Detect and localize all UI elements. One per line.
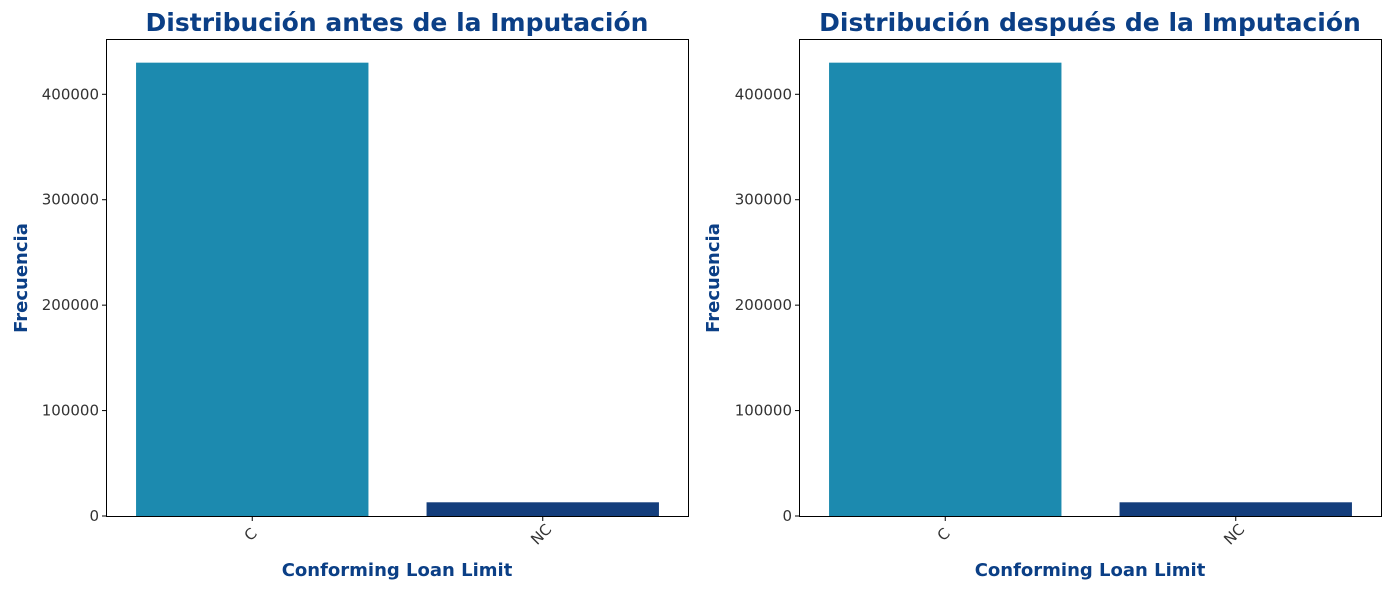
y-tick-label: 400000 xyxy=(735,85,792,103)
y-tick-label: 300000 xyxy=(42,191,99,209)
y-tick-label: 0 xyxy=(782,507,792,525)
x-axis-ticks: C NC xyxy=(934,516,1248,549)
bar-nc xyxy=(426,502,659,516)
bar-group xyxy=(829,62,1352,517)
bar-nc xyxy=(1119,502,1352,516)
chart-title: Distribución antes de la Imputación xyxy=(146,8,649,37)
x-tick-label: C xyxy=(934,524,954,544)
plot-frame xyxy=(799,39,1382,517)
x-tick-label: NC xyxy=(1220,520,1248,548)
chart-after-imputation: Distribución después de la Imputación 0 1… xyxy=(703,8,1382,581)
x-tick-label: NC xyxy=(527,520,555,548)
bar-c xyxy=(136,62,369,517)
chart-before-imputation: Distribución antes de la Imputación 0 100… xyxy=(11,8,689,581)
y-tick-label: 100000 xyxy=(735,402,792,420)
y-tick-label: 200000 xyxy=(735,296,792,314)
x-axis-label: Conforming Loan Limit xyxy=(282,560,513,581)
y-axis-label: Frecuencia xyxy=(703,223,724,333)
y-tick-label: 300000 xyxy=(735,191,792,209)
y-axis-ticks: 0 100000 200000 300000 400000 xyxy=(735,85,800,525)
y-axis-ticks: 0 100000 200000 300000 400000 xyxy=(42,85,107,525)
x-axis-label: Conforming Loan Limit xyxy=(975,560,1206,581)
chart-title: Distribución después de la Imputación xyxy=(819,8,1361,37)
y-axis-label: Frecuencia xyxy=(11,223,32,333)
x-axis-ticks: C NC xyxy=(241,516,555,549)
y-tick-label: 200000 xyxy=(42,296,99,314)
bar-c xyxy=(829,62,1062,517)
bar-group xyxy=(136,62,659,517)
y-tick-label: 0 xyxy=(89,507,99,525)
plot-frame xyxy=(106,39,689,517)
y-tick-label: 100000 xyxy=(42,402,99,420)
y-tick-label: 400000 xyxy=(42,85,99,103)
x-tick-label: C xyxy=(241,524,261,544)
